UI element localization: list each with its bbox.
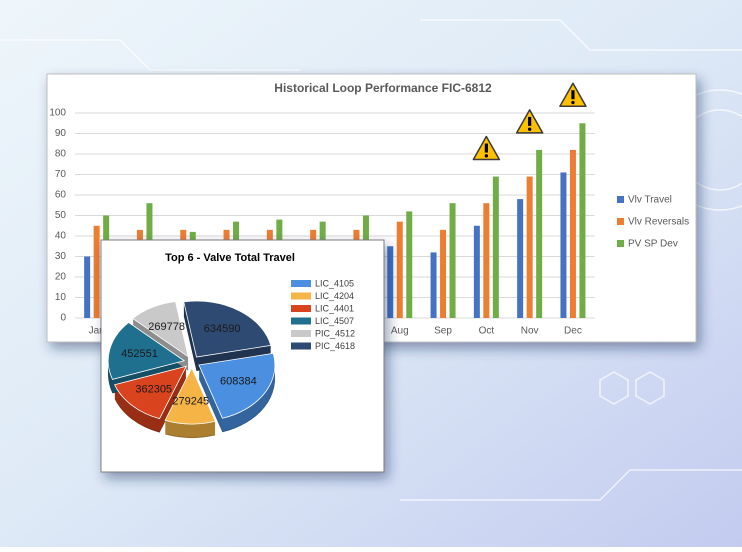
legend-label: Vlv Travel (628, 195, 672, 206)
bar (517, 199, 524, 318)
bar (396, 221, 403, 318)
pie-slice (114, 365, 188, 420)
legend-swatch (291, 342, 311, 350)
y-tick-label: 50 (55, 210, 67, 221)
bar (387, 246, 394, 318)
bar (473, 225, 480, 318)
pie-slice (132, 301, 189, 358)
pie-slice (183, 300, 272, 358)
bar (430, 252, 437, 318)
y-tick-label: 0 (60, 313, 66, 324)
x-tick-label: Sep (434, 326, 452, 337)
data-label: 634590 (204, 323, 241, 335)
data-label: 269778 (148, 321, 185, 333)
y-tick-label: 40 (55, 231, 67, 242)
legend-label: Vlv Reversals (628, 217, 689, 228)
legend-label: LIC_4401 (315, 303, 354, 313)
legend-swatch (291, 305, 311, 312)
warning-icon (472, 135, 501, 161)
warning-icon (559, 82, 587, 107)
legend-label: PV SP Dev (628, 239, 678, 250)
y-tick-label: 60 (55, 190, 67, 201)
legend-label: LIC_4105 (315, 278, 354, 288)
legend-swatch (291, 317, 311, 325)
warning-dot (527, 127, 532, 131)
bar (560, 172, 567, 318)
y-tick-label: 10 (55, 292, 67, 303)
bar (483, 203, 490, 318)
warning-dot (484, 154, 489, 158)
legend-label: LIC_4204 (315, 291, 354, 301)
pie-slice (107, 322, 186, 380)
legend-label: PIC_4618 (315, 341, 355, 351)
y-tick-label: 80 (55, 149, 67, 160)
data-label: 279245 (172, 395, 209, 407)
x-tick-label: Nov (521, 326, 539, 337)
bar (449, 203, 456, 318)
chart-title: Top 6 - Valve Total Travel (165, 252, 295, 264)
legend-swatch (291, 292, 311, 300)
warning-dot (571, 100, 575, 105)
x-tick-label: Oct (479, 326, 495, 337)
legend-swatch (617, 218, 624, 225)
bar (492, 176, 499, 318)
warning-bar (484, 143, 488, 153)
x-tick-label: Dec (564, 326, 582, 337)
x-tick-label: Aug (391, 326, 409, 337)
y-tick-label: 30 (55, 251, 67, 262)
legend-swatch (291, 330, 311, 337)
legend-swatch (617, 240, 624, 247)
bar (579, 123, 586, 318)
y-tick-label: 90 (55, 128, 67, 139)
bar (526, 176, 533, 318)
bar (569, 149, 576, 318)
legend-swatch (617, 196, 624, 203)
warning-icon (515, 109, 544, 134)
pie-slice (164, 367, 216, 425)
legend-label: PIC_4512 (315, 328, 355, 338)
data-label: 452551 (121, 348, 158, 360)
bar (536, 149, 543, 318)
data-label: 608384 (220, 376, 257, 388)
y-tick-label: 100 (49, 108, 66, 119)
chart-title: Historical Loop Performance FIC-6812 (274, 81, 492, 95)
y-tick-label: 20 (55, 272, 67, 283)
warning-bar (528, 116, 532, 126)
x-tick-label: Jan (89, 326, 105, 337)
bar (84, 256, 91, 318)
pie-slice (198, 352, 276, 419)
y-tick-label: 70 (55, 169, 67, 180)
pie-chart-panel: Top 6 - Valve Total Travel 608384 2792453… (100, 239, 385, 473)
legend-swatch (291, 280, 311, 287)
bar (440, 229, 447, 318)
bar (406, 211, 413, 318)
bar (93, 225, 100, 318)
data-label: 362305 (135, 384, 172, 396)
legend-label: LIC_4507 (315, 316, 354, 326)
warning-bar (571, 90, 575, 100)
